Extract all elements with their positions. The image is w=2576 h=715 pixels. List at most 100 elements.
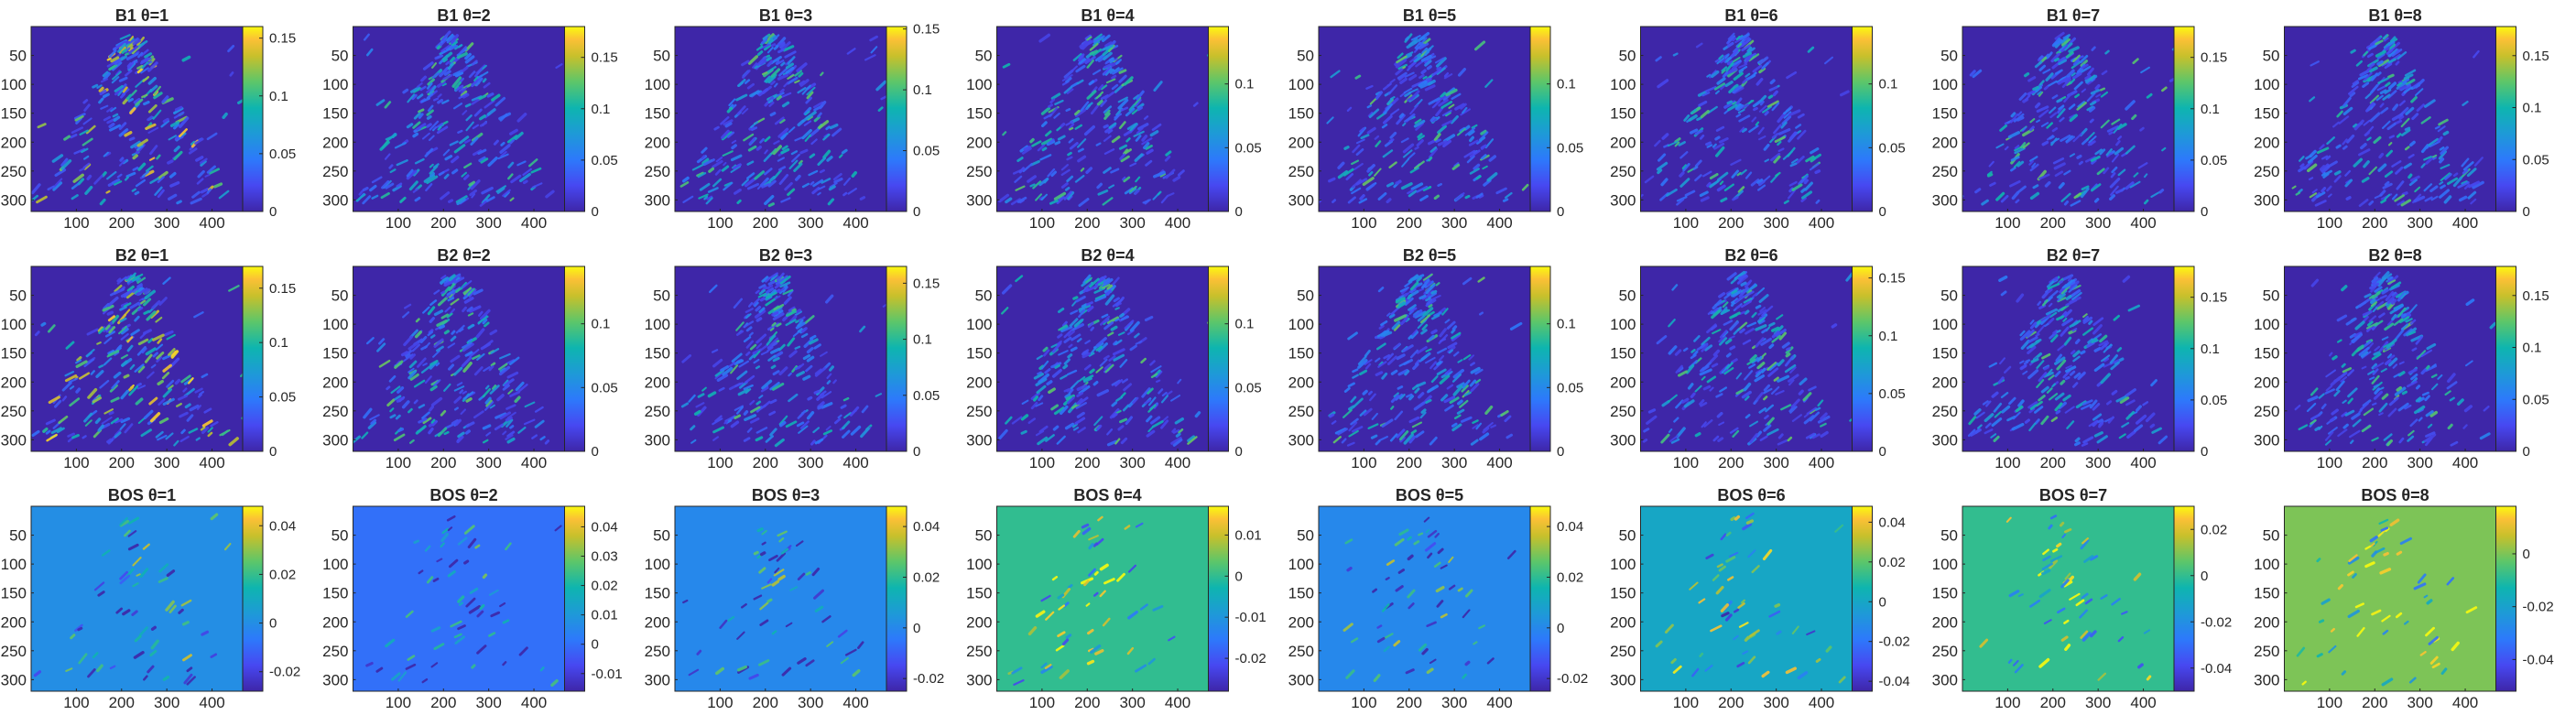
x-tick-label: 300	[1763, 214, 1788, 232]
x-tick-label: 300	[1441, 694, 1467, 711]
y-tick-label: 50	[332, 527, 349, 545]
y-tick-label: 50	[1940, 48, 1958, 65]
x-tick-label: 300	[1441, 214, 1467, 232]
colorbar-tick-label: 0	[1235, 204, 1243, 220]
colorbar-tick-label: 0	[592, 637, 599, 653]
x-tick-label: 200	[2362, 214, 2387, 232]
x-tick-label: 400	[2130, 454, 2156, 471]
heatmap-background	[675, 506, 897, 691]
heatmap-background	[1962, 506, 2184, 691]
panel-title: B1 θ=6	[1724, 6, 1777, 25]
panel-b1-theta-1: B1 θ=1 100 200 300 400 50 100 150 200 250 300 0 0.05…	[1, 6, 297, 232]
colorbar-tick-label: 0	[2523, 204, 2530, 220]
y-tick-label: 300	[1, 671, 27, 688]
colorbar-tick-label: 0.15	[269, 31, 296, 47]
x-tick-label: 400	[842, 454, 868, 471]
colorbar	[2173, 26, 2195, 212]
y-tick-label: 300	[1, 431, 27, 449]
x-tick-label: 300	[475, 214, 501, 232]
colorbar	[564, 26, 585, 212]
y-tick-label: 100	[1932, 316, 1958, 333]
colorbar-tick-label: 0	[913, 444, 920, 460]
colorbar	[886, 265, 908, 452]
panel-title: B1 θ=4	[1081, 6, 1134, 25]
x-tick-label: 400	[1486, 454, 1512, 471]
x-tick-label: 400	[199, 214, 224, 232]
heatmap-texture	[1342, 516, 1516, 682]
y-tick-label: 300	[645, 191, 670, 209]
y-tick-label: 250	[1610, 163, 1636, 180]
y-tick-label: 250	[1932, 643, 1958, 660]
colorbar-tick-label: 0	[1557, 204, 1564, 220]
y-tick-label: 300	[1932, 671, 1958, 688]
x-tick-label: 100	[1029, 694, 1055, 711]
y-tick-label: 50	[1297, 287, 1314, 305]
y-tick-label: 250	[966, 643, 992, 660]
x-tick-label: 300	[154, 214, 179, 232]
panel-bos-theta-6: BOS θ=6 100 200 300 400 50 100 150 200 250 300 -0.0…	[1610, 486, 1910, 711]
y-tick-label: 300	[645, 671, 670, 688]
y-tick-label: 50	[1297, 527, 1314, 545]
panel-b1-theta-2: B1 θ=2 100 200 300 400 50 100 150 200 250 300 0 0.05…	[322, 6, 618, 232]
y-tick-label: 100	[645, 316, 670, 333]
y-tick-label: 300	[1288, 431, 1314, 449]
panel-bos-theta-5: BOS θ=5 100 200 300 400 50 100 150 200 250 300 -0.0…	[1288, 486, 1589, 711]
x-tick-label: 100	[1673, 694, 1699, 711]
heatmap-texture	[2291, 34, 2506, 208]
colorbar	[2173, 265, 2195, 452]
colorbar	[1852, 265, 1873, 452]
y-tick-label: 250	[1, 403, 27, 420]
colorbar-tick-label: 0.01	[592, 608, 618, 623]
y-tick-label: 300	[966, 671, 992, 688]
colorbar-tick-label: 0.1	[1557, 317, 1576, 332]
colorbar-tick-label: 0	[2523, 444, 2530, 460]
x-tick-label: 200	[2040, 694, 2066, 711]
y-tick-label: 250	[2254, 163, 2279, 180]
colorbar	[1208, 265, 1229, 452]
x-tick-label: 300	[2407, 694, 2432, 711]
panel-title: B1 θ=3	[759, 6, 812, 25]
y-tick-label: 100	[1, 556, 27, 573]
colorbar-tick-label: 0.05	[1557, 140, 1583, 156]
colorbar-tick-label: -0.04	[1879, 674, 1910, 689]
y-tick-label: 50	[1940, 527, 1958, 545]
x-tick-label: 200	[430, 214, 456, 232]
colorbar-tick-label: 0.05	[1235, 380, 1262, 395]
panel-b2-theta-2: B2 θ=2 100 200 300 400 50 100 150 200 250 300 0 0.05…	[322, 246, 618, 471]
colorbar-tick-label: 0.1	[269, 335, 288, 351]
colorbar-tick-label: -0.02	[913, 671, 944, 687]
x-tick-label: 400	[2452, 454, 2478, 471]
heatmap-background	[1319, 506, 1540, 691]
heatmap-background	[31, 506, 253, 691]
colorbar-tick-label: 0.05	[2523, 152, 2549, 168]
y-tick-label: 100	[1288, 316, 1314, 333]
colorbar	[2173, 505, 2195, 692]
y-tick-label: 200	[966, 613, 992, 631]
y-tick-label: 200	[1288, 374, 1314, 391]
panel-title: BOS θ=8	[2361, 486, 2429, 504]
heatmap-texture	[353, 273, 572, 445]
y-tick-label: 100	[1, 316, 27, 333]
colorbar-tick-label: -0.02	[1235, 651, 1266, 666]
y-tick-label: 100	[1932, 556, 1958, 573]
x-tick-label: 100	[1351, 454, 1376, 471]
x-tick-label: 100	[386, 454, 411, 471]
x-tick-label: 100	[1029, 214, 1055, 232]
x-tick-label: 100	[707, 454, 733, 471]
heatmap-texture	[2296, 518, 2478, 687]
heatmap-background	[1640, 506, 1863, 691]
x-tick-label: 200	[1397, 694, 1422, 711]
y-tick-label: 250	[645, 163, 670, 180]
colorbar	[242, 265, 264, 452]
y-tick-label: 100	[1288, 76, 1314, 93]
colorbar-tick-label: 0	[1879, 444, 1886, 460]
colorbar-tick-label: 0.15	[2201, 290, 2227, 306]
x-tick-label: 100	[1994, 454, 2020, 471]
panel-title: B2 θ=5	[1403, 246, 1456, 265]
colorbar-tick-label: 0.15	[913, 276, 940, 291]
colorbar	[1529, 265, 1551, 452]
heatmap-texture	[355, 30, 563, 207]
x-tick-label: 200	[1718, 454, 1744, 471]
y-tick-label: 50	[2263, 48, 2280, 65]
panel-bos-theta-2: BOS θ=2 100 200 300 400 50 100 150 200 250 300 -0.0…	[322, 486, 623, 711]
